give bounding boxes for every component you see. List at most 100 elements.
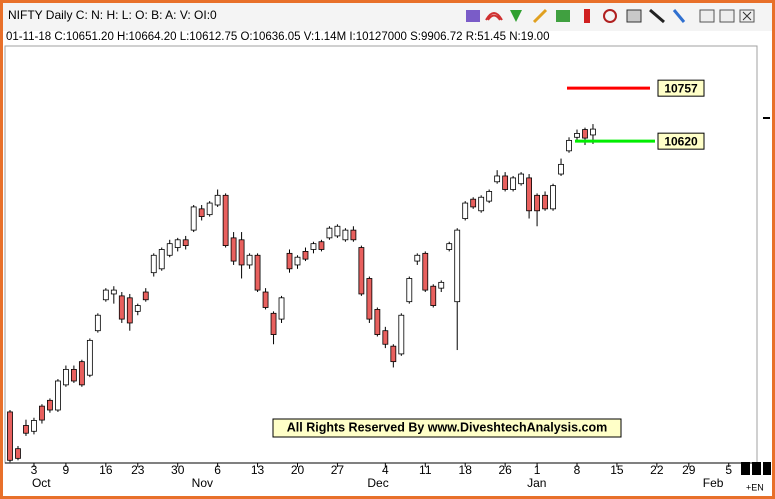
candle-body bbox=[31, 420, 37, 432]
tool-icon[interactable] bbox=[532, 8, 548, 24]
x-tick-label: 13 bbox=[251, 463, 265, 477]
tool-icon[interactable] bbox=[510, 10, 522, 22]
x-tick-label: 22 bbox=[650, 463, 664, 477]
x-tick-label: 15 bbox=[610, 463, 624, 477]
candle-body bbox=[214, 194, 221, 206]
candle-body bbox=[550, 185, 556, 210]
candle-body bbox=[566, 139, 572, 152]
candle-body bbox=[238, 239, 245, 266]
month-label: Nov bbox=[192, 476, 213, 490]
candle-body bbox=[78, 361, 85, 386]
chart-title: NIFTY Daily C: N: H: L: O: B: A: V: OI:0 bbox=[8, 8, 217, 22]
candle-body bbox=[182, 239, 189, 247]
tool-icon[interactable] bbox=[466, 10, 480, 22]
x-tick-label: 3 bbox=[31, 463, 38, 477]
tool-icon[interactable] bbox=[649, 8, 665, 24]
x-tick-label: 9 bbox=[63, 463, 70, 477]
candle-body bbox=[70, 368, 77, 382]
annotation-box bbox=[272, 418, 622, 438]
level-label-box bbox=[657, 132, 705, 150]
candle-body bbox=[430, 285, 437, 306]
candle-body bbox=[47, 399, 53, 411]
candle-body bbox=[326, 227, 333, 239]
x-tick-label: 5 bbox=[725, 463, 732, 477]
status-box bbox=[752, 462, 761, 475]
candle-body bbox=[166, 243, 173, 256]
candle-body bbox=[126, 297, 133, 324]
candle-body bbox=[230, 237, 237, 262]
tool-icon[interactable] bbox=[672, 9, 686, 23]
candle-body bbox=[134, 305, 141, 312]
candle-body bbox=[246, 254, 253, 266]
candle-body bbox=[382, 330, 389, 345]
candle-body bbox=[142, 291, 149, 301]
candle-body bbox=[262, 291, 269, 308]
x-tick-label: 6 bbox=[214, 463, 221, 477]
tool-icon[interactable] bbox=[485, 12, 503, 21]
candle-body bbox=[294, 256, 301, 266]
candle-body bbox=[110, 289, 117, 295]
candle-body bbox=[158, 249, 165, 270]
candle-body bbox=[374, 309, 381, 335]
candle-body bbox=[494, 175, 501, 183]
candle-body bbox=[422, 252, 429, 291]
tool-icon[interactable] bbox=[584, 9, 590, 23]
candle-body bbox=[406, 278, 413, 303]
candle-body bbox=[63, 368, 69, 386]
tool-icon[interactable] bbox=[556, 10, 570, 22]
candle-body bbox=[102, 289, 109, 301]
status-box bbox=[741, 462, 750, 475]
x-tick-label: 16 bbox=[99, 463, 113, 477]
tool-icon[interactable] bbox=[626, 9, 642, 23]
x-tick-label: 27 bbox=[331, 463, 345, 477]
candle-body bbox=[574, 133, 580, 138]
status-box bbox=[763, 462, 771, 475]
level-label-box bbox=[657, 79, 705, 97]
title-bar bbox=[3, 3, 772, 31]
candle-body bbox=[590, 128, 596, 136]
month-label: Jan bbox=[527, 476, 546, 490]
candle-body bbox=[23, 425, 29, 434]
candle-body bbox=[558, 163, 564, 175]
x-tick-label: 26 bbox=[498, 463, 512, 477]
x-tick-label: 11 bbox=[419, 463, 432, 477]
candle-body bbox=[94, 314, 101, 332]
candle-body bbox=[39, 405, 45, 421]
candle-body bbox=[534, 194, 540, 212]
minimize-button[interactable] bbox=[699, 9, 715, 23]
candle-body bbox=[15, 448, 21, 459]
candle-body bbox=[270, 312, 277, 335]
candle-body bbox=[334, 225, 341, 237]
month-label: Feb bbox=[703, 476, 724, 490]
x-tick-label: 29 bbox=[682, 463, 696, 477]
candle-body bbox=[310, 243, 317, 250]
candle-body bbox=[278, 297, 285, 320]
annotation: All Rights Reserved By www.DiveshtechAna… bbox=[287, 420, 607, 434]
candle-body bbox=[222, 194, 229, 247]
month-label: Oct bbox=[32, 476, 51, 490]
candle-body bbox=[454, 229, 461, 303]
candle-body bbox=[206, 202, 213, 216]
candle-body bbox=[582, 129, 588, 139]
candle-body bbox=[190, 206, 197, 231]
candle-body bbox=[7, 411, 13, 461]
candle-body bbox=[398, 314, 405, 355]
tool-icon[interactable] bbox=[603, 9, 617, 23]
maximize-button[interactable] bbox=[719, 9, 735, 23]
x-tick-label: 1 bbox=[534, 463, 541, 477]
candle-body bbox=[358, 247, 365, 295]
candle-body bbox=[342, 229, 349, 241]
candle-body bbox=[526, 177, 532, 212]
candle-body bbox=[510, 177, 517, 190]
candle-body bbox=[462, 202, 469, 219]
candle-body bbox=[502, 175, 509, 190]
x-tick-label: 20 bbox=[291, 463, 305, 477]
candle-body bbox=[518, 173, 525, 185]
candle-body bbox=[486, 191, 493, 202]
candle-body bbox=[414, 254, 421, 262]
candle-body bbox=[86, 339, 93, 376]
candle-body bbox=[174, 239, 181, 248]
candle-body bbox=[318, 241, 325, 250]
x-tick-label: 23 bbox=[131, 463, 145, 477]
